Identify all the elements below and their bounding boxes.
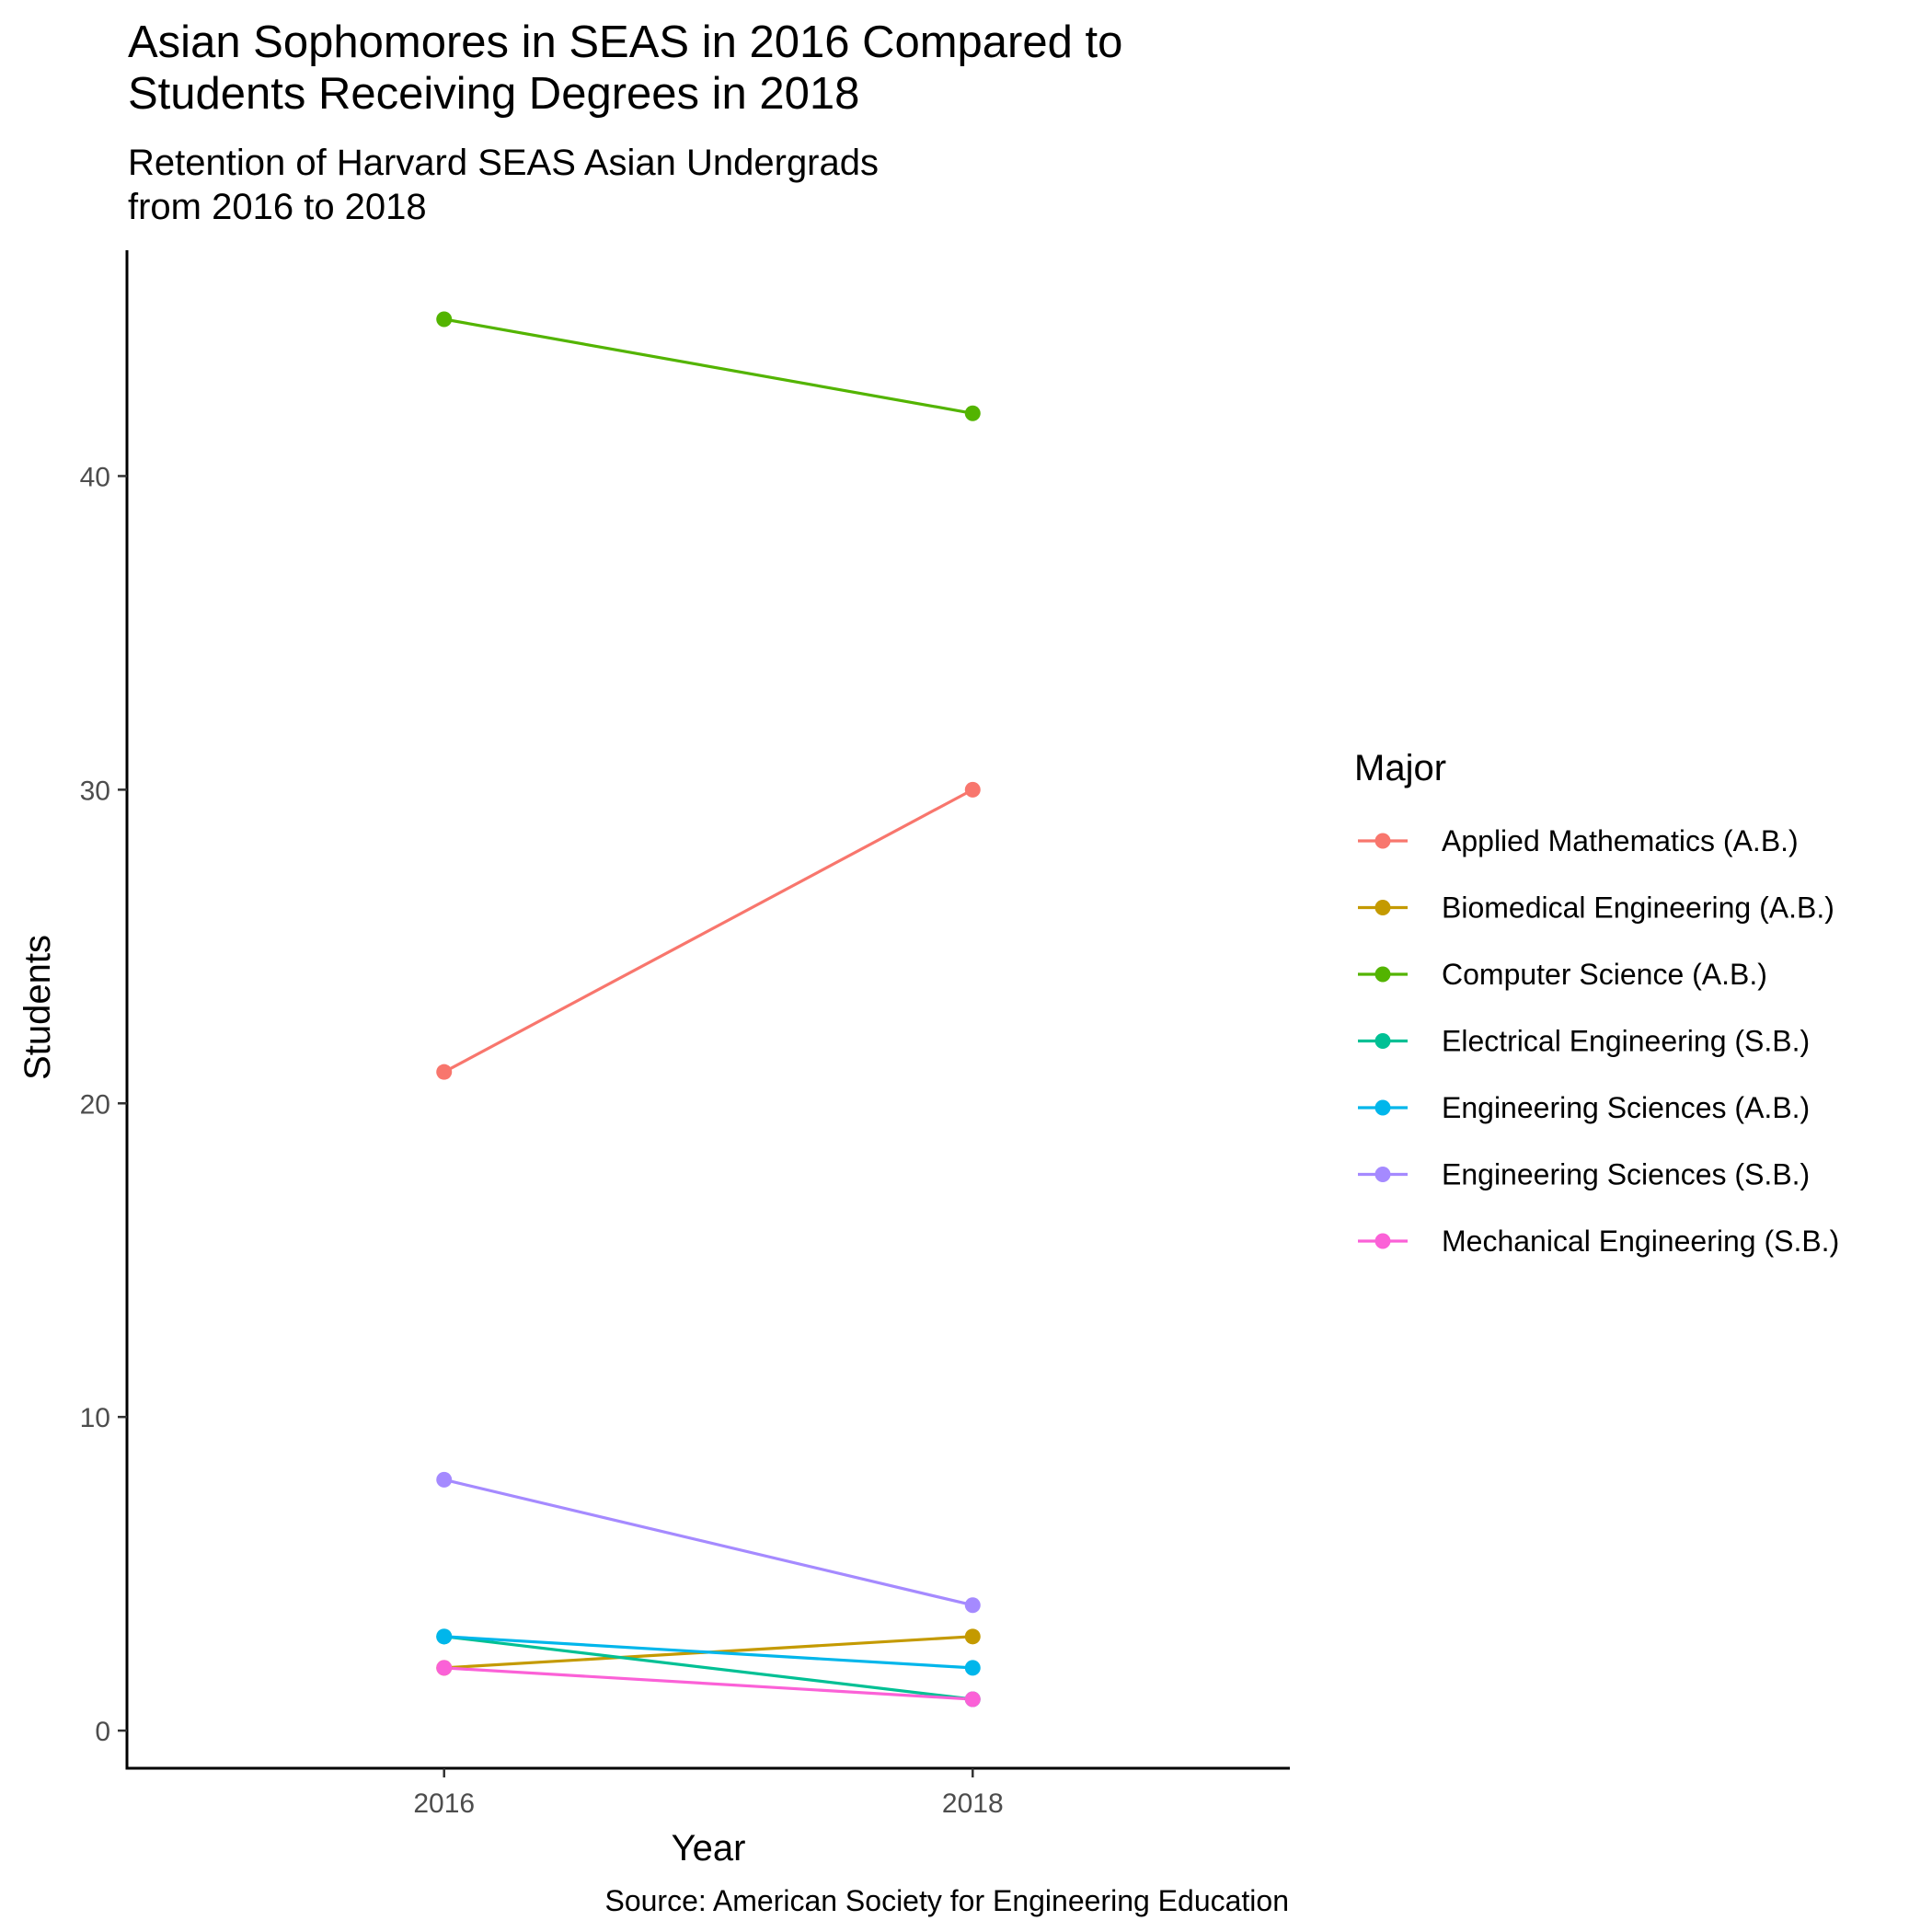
legend-item: Mechanical Engineering (S.B.) — [1358, 1225, 1839, 1258]
y-tick-label: 40 — [80, 462, 110, 492]
legend-item: Engineering Sciences (S.B.) — [1358, 1158, 1810, 1191]
legend-key-point — [1374, 833, 1391, 849]
legend: Major Applied Mathematics (A.B.) Biomedic… — [1354, 748, 1839, 1258]
x-tick-label: 2016 — [413, 1788, 475, 1819]
data-point — [964, 781, 981, 798]
legend-key-point — [1374, 1099, 1391, 1116]
chart-title-line2: Students Receiving Degrees in 2018 — [128, 69, 859, 119]
chart-subtitle-line2: from 2016 to 2018 — [128, 187, 427, 227]
chart-caption: Source: American Society for Engineering… — [604, 1884, 1289, 1917]
legend-label: Mechanical Engineering (S.B.) — [1442, 1225, 1839, 1258]
y-tick-label: 0 — [95, 1717, 110, 1747]
legend-item: Applied Mathematics (A.B.) — [1358, 824, 1799, 857]
y-tick-label: 20 — [80, 1089, 110, 1120]
y-tick-label: 10 — [80, 1403, 110, 1433]
y-tick-label: 30 — [80, 776, 110, 806]
legend-item: Computer Science (A.B.) — [1358, 958, 1767, 991]
y-axis-title: Students — [17, 935, 58, 1080]
data-point — [964, 1597, 981, 1614]
legend-title: Major — [1354, 748, 1446, 788]
data-point — [964, 1691, 981, 1708]
plot-area: 0 10 20 30 40 2016 2018 — [80, 250, 1290, 1819]
series-line — [443, 1666, 973, 1701]
data-point — [436, 1628, 453, 1645]
legend-key-point — [1374, 900, 1391, 915]
legend-label: Engineering Sciences (A.B.) — [1442, 1091, 1810, 1124]
data-point — [964, 1660, 981, 1676]
legend-item: Engineering Sciences (A.B.) — [1358, 1091, 1810, 1124]
legend-label: Engineering Sciences (S.B.) — [1442, 1158, 1810, 1191]
series-line — [443, 1635, 973, 1701]
data-point — [964, 1628, 981, 1645]
legend-label: Computer Science (A.B.) — [1442, 958, 1767, 991]
legend-label: Biomedical Engineering (A.B.) — [1442, 891, 1834, 925]
legend-label: Electrical Engineering (S.B.) — [1442, 1025, 1810, 1058]
data-point — [436, 1660, 453, 1676]
series-line — [443, 317, 973, 415]
legend-item: Electrical Engineering (S.B.) — [1358, 1025, 1810, 1058]
series-line — [443, 1635, 973, 1670]
x-tick-label: 2018 — [942, 1788, 1004, 1819]
chart-title: Asian Sophomores in SEAS in 2016 Compare… — [128, 17, 1122, 67]
data-point — [436, 1471, 453, 1488]
x-axis-title: Year — [672, 1828, 746, 1869]
legend-key-point — [1374, 966, 1391, 983]
legend-key-point — [1374, 1167, 1391, 1182]
legend-key-point — [1374, 1033, 1391, 1049]
series-line — [443, 1478, 973, 1607]
data-point — [436, 1064, 453, 1080]
series-line — [443, 788, 974, 1074]
legend-key-point — [1374, 1233, 1391, 1249]
legend-item: Biomedical Engineering (A.B.) — [1358, 891, 1834, 925]
data-point — [964, 405, 981, 421]
legend-label: Applied Mathematics (A.B.) — [1442, 824, 1799, 857]
chart-subtitle: Retention of Harvard SEAS Asian Undergra… — [128, 143, 879, 183]
data-point — [436, 311, 453, 328]
